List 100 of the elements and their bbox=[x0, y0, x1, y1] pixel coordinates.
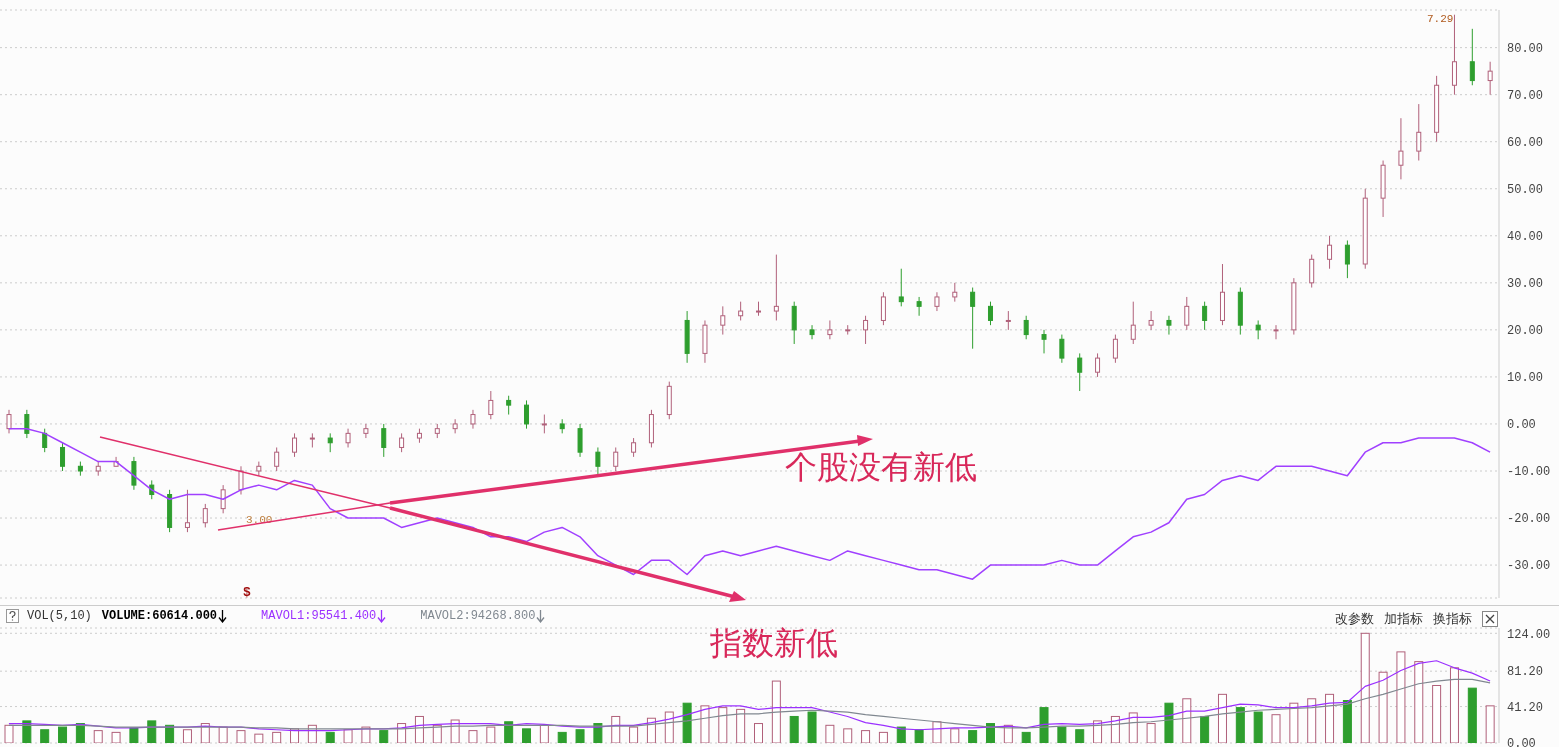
candlestick bbox=[399, 432, 405, 453]
y-tick-label: 30.00 bbox=[1507, 277, 1544, 292]
y-tick-label: 41.20 bbox=[1507, 700, 1544, 715]
candlestick bbox=[1327, 235, 1333, 270]
candlestick bbox=[577, 423, 583, 458]
candlestick bbox=[452, 418, 458, 434]
y-tick-label: 60.00 bbox=[1507, 135, 1544, 150]
y-tick-label: 10.00 bbox=[1507, 371, 1544, 386]
bar bbox=[1396, 651, 1406, 743]
bar bbox=[1325, 693, 1335, 743]
bar bbox=[1057, 726, 1067, 743]
y-tick-label: 81.20 bbox=[1507, 665, 1544, 680]
candlestick bbox=[202, 503, 208, 528]
candlestick bbox=[42, 428, 48, 453]
bar bbox=[1467, 687, 1477, 743]
candlestick bbox=[292, 432, 298, 458]
candlestick bbox=[773, 254, 779, 321]
bar bbox=[914, 729, 924, 743]
bar bbox=[807, 711, 817, 743]
bar bbox=[254, 733, 264, 743]
bar bbox=[200, 723, 210, 743]
bar bbox=[1307, 698, 1317, 743]
bar bbox=[1039, 707, 1049, 743]
bar bbox=[147, 720, 157, 743]
candlestick bbox=[488, 390, 494, 420]
bar bbox=[93, 730, 103, 743]
bar bbox=[343, 729, 353, 743]
y-tick-label: 40.00 bbox=[1507, 230, 1544, 245]
candlestick bbox=[184, 489, 190, 533]
bar bbox=[718, 707, 728, 743]
bar bbox=[522, 728, 532, 743]
bar bbox=[878, 731, 888, 743]
bar bbox=[1289, 702, 1299, 743]
bar bbox=[1164, 702, 1174, 743]
bar bbox=[58, 726, 68, 743]
candlestick bbox=[60, 442, 66, 472]
annotation: 个股没有新低 bbox=[785, 448, 977, 486]
candlestick bbox=[1309, 254, 1315, 289]
candlestick bbox=[131, 456, 137, 491]
candlestick bbox=[1130, 301, 1136, 345]
bar bbox=[789, 715, 799, 743]
y-tick-label: 20.00 bbox=[1507, 324, 1544, 339]
legend-label: MAVOL2:94268.800 bbox=[420, 609, 536, 623]
bar bbox=[1485, 705, 1495, 743]
annotation: 3.00 bbox=[246, 514, 273, 527]
candlestick bbox=[595, 446, 601, 477]
bar bbox=[968, 730, 978, 743]
bar bbox=[611, 715, 621, 743]
candlestick bbox=[631, 437, 637, 458]
bar bbox=[1271, 714, 1281, 743]
text: 加指标 bbox=[1384, 610, 1423, 628]
candlestick bbox=[987, 301, 993, 326]
bar bbox=[361, 726, 371, 743]
bar bbox=[40, 729, 50, 743]
chart-title: VOL(5,10) bbox=[27, 609, 92, 623]
candlestick bbox=[1344, 240, 1350, 279]
text: 改参数 bbox=[1335, 610, 1374, 628]
candlestick bbox=[916, 296, 922, 317]
bar bbox=[1342, 700, 1352, 743]
y-tick-label: 0.00 bbox=[1507, 418, 1536, 433]
bar bbox=[736, 708, 746, 743]
candlestick bbox=[345, 428, 351, 448]
candlestick bbox=[863, 315, 869, 345]
candlestick bbox=[524, 399, 530, 430]
candlestick bbox=[809, 324, 815, 340]
candlestick bbox=[381, 423, 387, 458]
line-series bbox=[8, 678, 1491, 730]
bar bbox=[325, 731, 335, 743]
bar bbox=[539, 724, 549, 743]
candlestick bbox=[827, 319, 833, 340]
candlestick bbox=[470, 409, 476, 430]
bar bbox=[182, 729, 192, 743]
bar bbox=[1200, 715, 1210, 743]
candlestick bbox=[934, 291, 940, 312]
legend-label: MAVOL1:95541.400 bbox=[261, 609, 377, 623]
bar bbox=[593, 723, 603, 743]
candlestick bbox=[541, 414, 547, 434]
text: VOLUME:60614.000 bbox=[101, 609, 218, 623]
annotation: 指数新低 bbox=[710, 624, 838, 662]
candlestick bbox=[1023, 315, 1029, 340]
bar bbox=[682, 702, 692, 743]
candlestick bbox=[238, 465, 244, 496]
candlestick bbox=[720, 305, 726, 336]
candlestick bbox=[506, 395, 512, 416]
bar bbox=[1449, 667, 1459, 743]
candlestick bbox=[1059, 334, 1065, 364]
candlestick bbox=[738, 301, 744, 321]
candlestick bbox=[1184, 296, 1190, 331]
bar bbox=[1128, 712, 1138, 743]
candlestick bbox=[1416, 103, 1422, 162]
candlestick bbox=[1112, 334, 1118, 364]
candlestick bbox=[1255, 319, 1261, 340]
candlestick bbox=[1451, 14, 1457, 96]
candlestick bbox=[1095, 352, 1101, 378]
bar bbox=[1432, 685, 1442, 743]
annotation: $ bbox=[243, 585, 251, 601]
annotation: 7.29 bbox=[1427, 13, 1454, 26]
candlestick bbox=[898, 268, 904, 307]
candlestick bbox=[220, 484, 226, 514]
bar bbox=[557, 731, 567, 743]
